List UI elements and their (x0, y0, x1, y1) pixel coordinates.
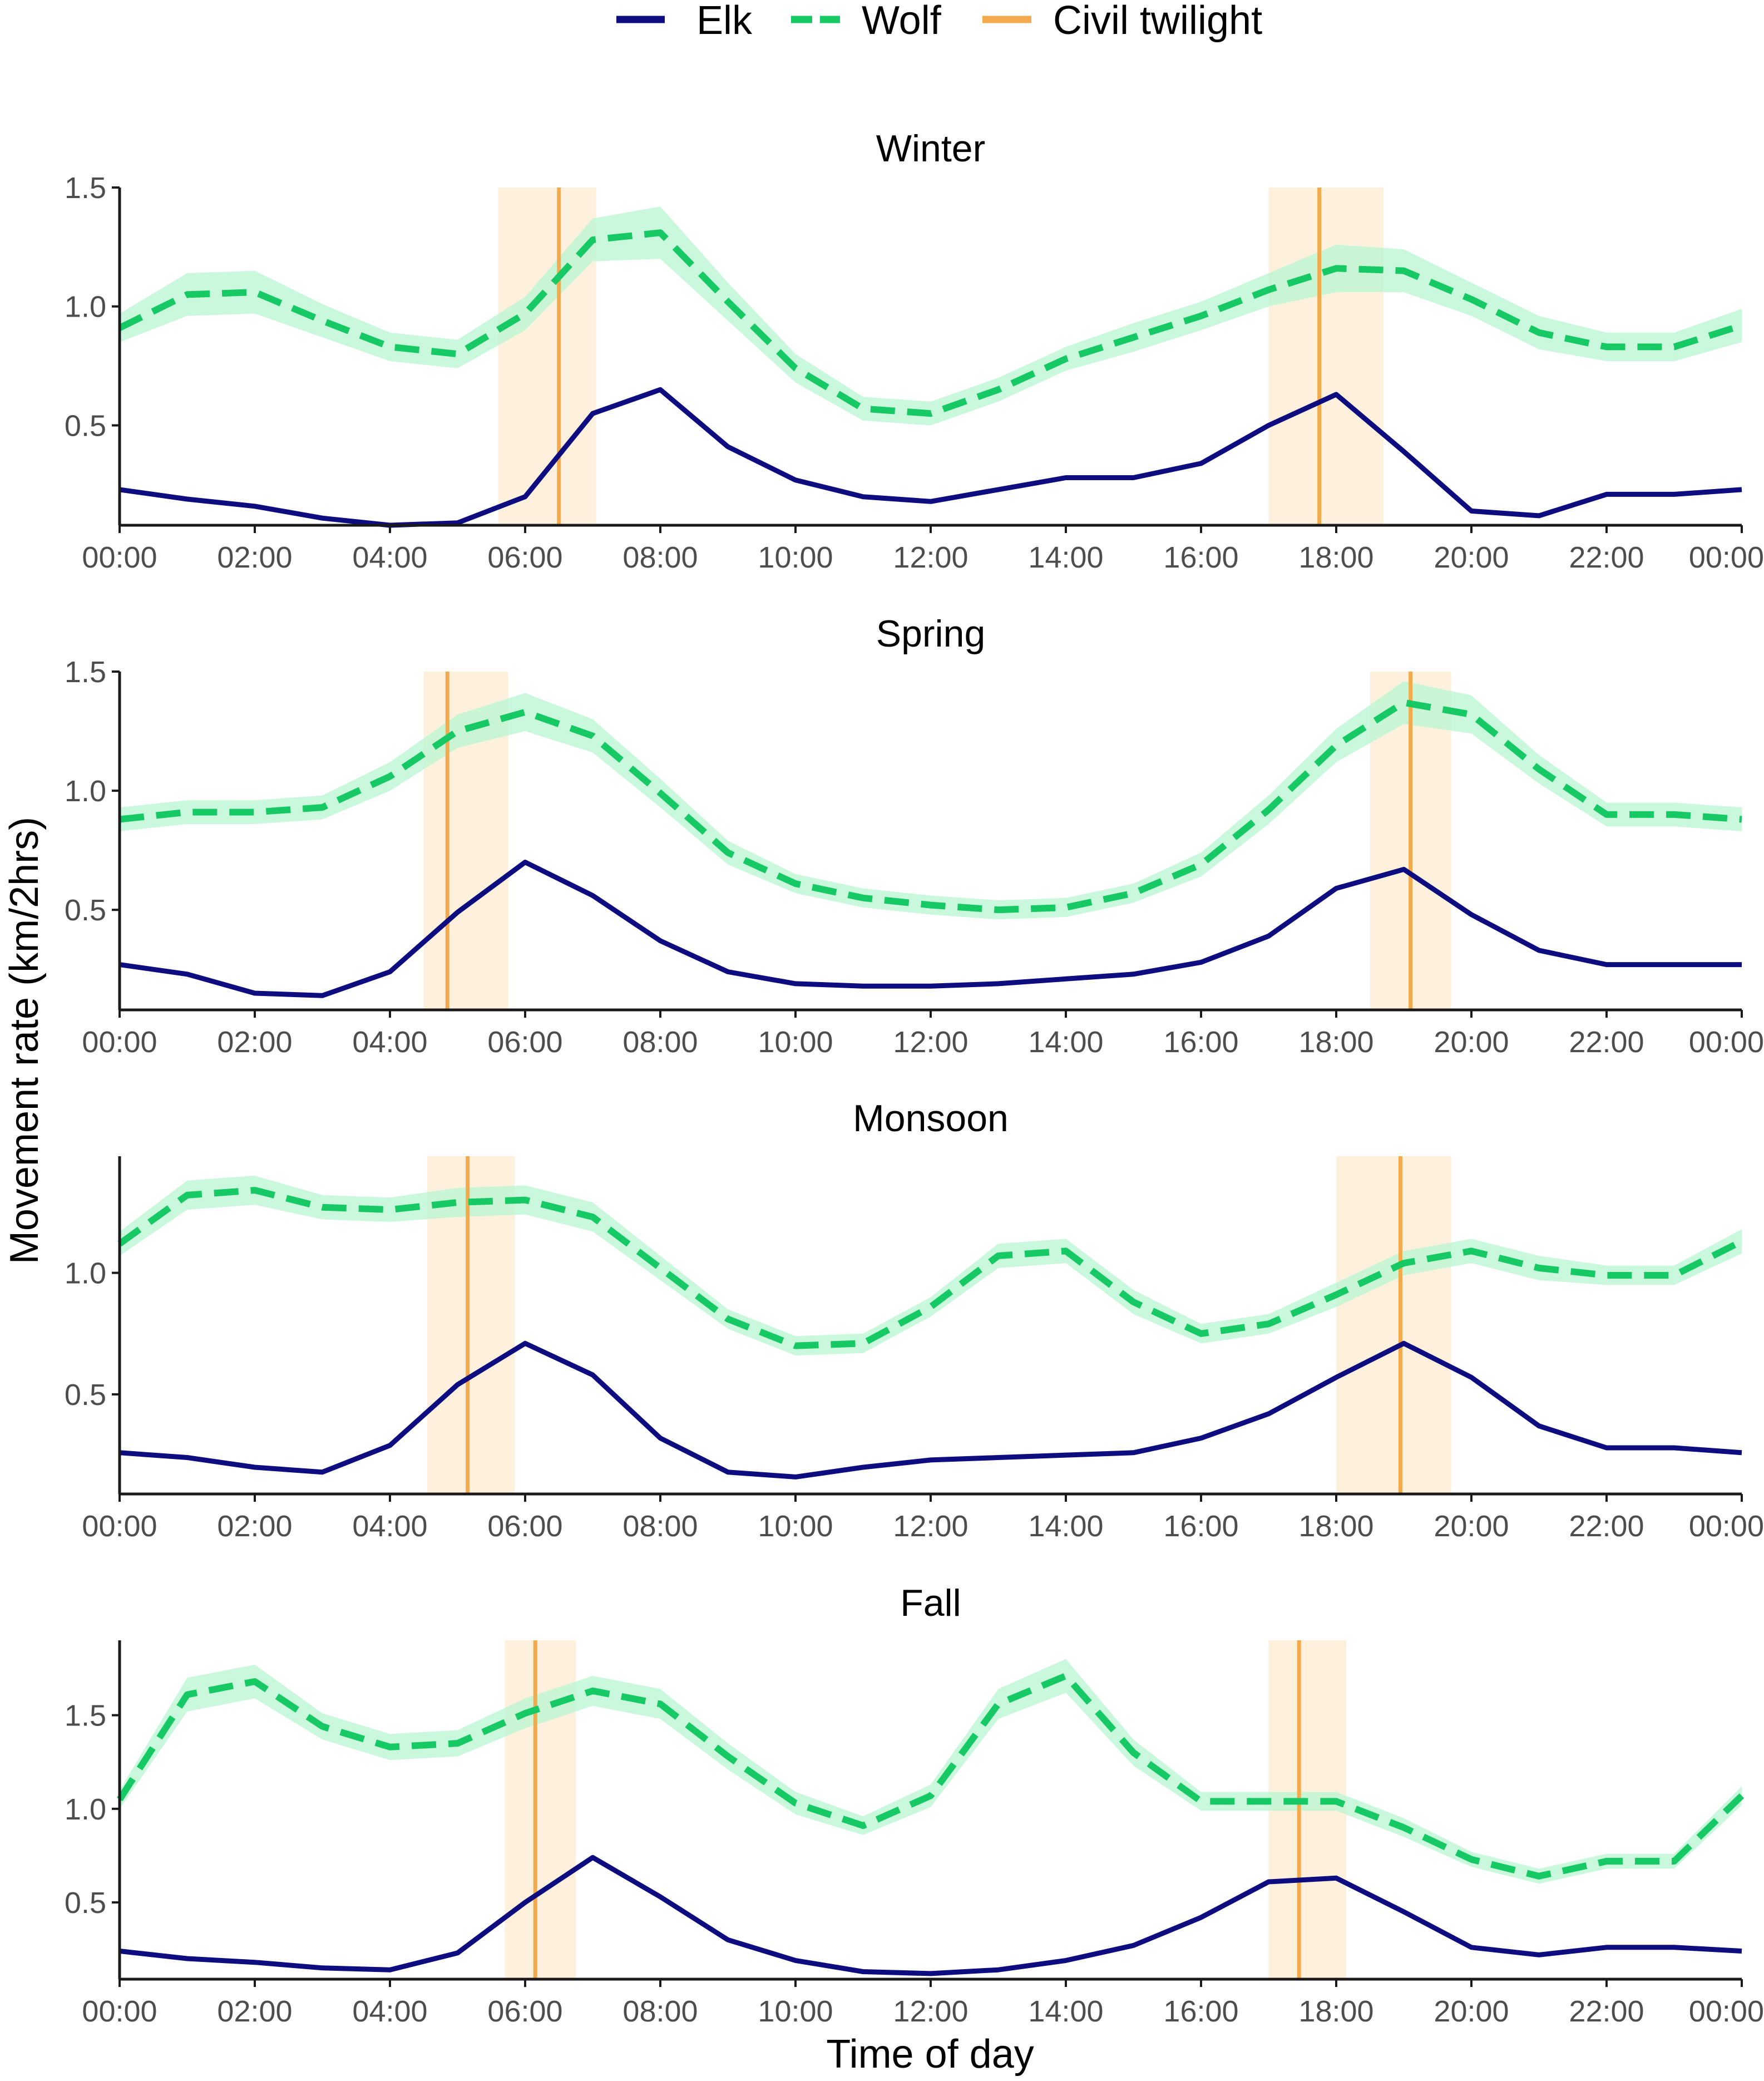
monsoon-wolf-line (117, 1187, 1743, 1349)
monsoon-wolf-ci-band (120, 1175, 1742, 1356)
winter-title: Winter (876, 127, 985, 170)
monsoon-xtick-label-1: 02:00 (217, 1510, 292, 1543)
winter-xtick-label-6: 12:00 (893, 541, 968, 574)
monsoon-ytick-label-1: 1.0 (65, 1257, 106, 1290)
fall-ytick-label-0: 0.5 (65, 1886, 106, 1920)
winter-xtick-label-4: 08:00 (622, 541, 698, 574)
fall-xtick-label-2: 04:00 (352, 1995, 427, 2028)
fall-title: Fall (900, 1582, 961, 1624)
spring-xtick-label-2: 04:00 (352, 1025, 427, 1059)
fall-xtick-label-11: 22:00 (1569, 1995, 1644, 2028)
monsoon-xtick-label-9: 18:00 (1298, 1510, 1373, 1543)
legend: Elk Wolf Civil twilight (616, 0, 1262, 43)
spring-xtick-label-12: 00:00 (1689, 1025, 1764, 1059)
legend-twilight-label: Civil twilight (1053, 0, 1262, 43)
spring-title: Spring (876, 613, 986, 655)
monsoon-ytick-label-0: 0.5 (65, 1378, 106, 1412)
winter-ytick-label-0: 0.5 (65, 409, 106, 442)
monsoon-xtick-label-7: 14:00 (1028, 1510, 1103, 1543)
monsoon-xtick-label-3: 06:00 (487, 1510, 562, 1543)
monsoon-xtick-label-4: 08:00 (622, 1510, 698, 1543)
winter-xtick-label-0: 00:00 (82, 541, 157, 574)
spring-xtick-label-5: 10:00 (758, 1025, 833, 1059)
winter-xtick-label-5: 10:00 (758, 541, 833, 574)
fall-xtick-label-6: 12:00 (893, 1995, 968, 2028)
monsoon-xtick-label-5: 10:00 (758, 1510, 833, 1543)
spring-wolf-ci-band (120, 681, 1742, 920)
fall-xtick-label-7: 14:00 (1028, 1995, 1103, 2028)
monsoon-xtick-label-0: 00:00 (82, 1510, 157, 1543)
fall-ytick-label-2: 1.5 (65, 1699, 106, 1733)
fall-wolf-ci-band (120, 1659, 1742, 1884)
fall-wolf-line (116, 1672, 1745, 1880)
fall-xtick-label-9: 18:00 (1298, 1995, 1373, 2028)
winter-xtick-label-9: 18:00 (1298, 541, 1373, 574)
spring-xtick-label-11: 22:00 (1569, 1025, 1644, 1059)
panel-winter: Winter 0.5 1.0 1.5 00:00 02:00 04:00 06:00 08:00… (65, 127, 1764, 574)
winter-xtick-label-11: 22:00 (1569, 541, 1644, 574)
spring-xtick-label-4: 08:00 (622, 1025, 698, 1059)
fall-xtick-label-8: 16:00 (1163, 1995, 1238, 2028)
monsoon-xtick-label-8: 16:00 (1163, 1510, 1238, 1543)
x-axis-title: Time of day (826, 2032, 1034, 2077)
winter-xtick-label-7: 14:00 (1028, 541, 1103, 574)
monsoon-xtick-label-12: 00:00 (1689, 1510, 1764, 1543)
monsoon-title: Monsoon (853, 1097, 1009, 1140)
winter-wolf-ci-band (120, 206, 1742, 426)
fall-xtick-label-5: 10:00 (758, 1995, 833, 2028)
spring-ytick-label-2: 1.5 (65, 655, 106, 689)
winter-xtick-label-8: 16:00 (1163, 541, 1238, 574)
winter-twilight-band-1 (1268, 188, 1384, 525)
fall-xtick-label-0: 00:00 (82, 1995, 157, 2028)
winter-xtick-label-2: 04:00 (352, 541, 427, 574)
spring-ytick-label-0: 0.5 (65, 894, 106, 927)
fall-xtick-label-10: 20:00 (1434, 1995, 1509, 2028)
winter-wolf-line (118, 229, 1743, 417)
spring-xtick-label-7: 14:00 (1028, 1025, 1103, 1059)
spring-xtick-label-6: 12:00 (893, 1025, 968, 1059)
spring-xtick-label-0: 00:00 (82, 1025, 157, 1059)
panel-monsoon: Monsoon 0.5 1.0 00:00 02:00 04:00 06:00 08:00 10… (65, 1097, 1764, 1543)
fall-xtick-label-1: 02:00 (217, 1995, 292, 2028)
spring-ytick-label-1: 1.0 (65, 775, 106, 808)
winter-xtick-label-1: 02:00 (217, 541, 292, 574)
legend-wolf-label: Wolf (862, 0, 942, 43)
winter-xtick-label-10: 20:00 (1434, 541, 1509, 574)
monsoon-twilight-band-1 (1336, 1156, 1451, 1494)
monsoon-xtick-label-10: 20:00 (1434, 1510, 1509, 1543)
panel-spring: Spring 0.5 1.0 1.5 00:00 02:00 04:00 06:00 08:00… (65, 613, 1764, 1059)
spring-xtick-label-3: 06:00 (487, 1025, 562, 1059)
panel-fall: Fall 0.5 1.0 1.5 00:00 02:00 04:00 06:00 08:00 10… (65, 1582, 1764, 2028)
monsoon-xtick-label-2: 04:00 (352, 1510, 427, 1543)
fall-xtick-label-3: 06:00 (487, 1995, 562, 2028)
spring-xtick-label-10: 20:00 (1434, 1025, 1509, 1059)
spring-xtick-label-9: 18:00 (1298, 1025, 1373, 1059)
monsoon-xtick-label-6: 12:00 (893, 1510, 968, 1543)
spring-xtick-label-1: 02:00 (217, 1025, 292, 1059)
monsoon-elk-line (119, 1340, 1742, 1480)
spring-elk-line (119, 860, 1742, 998)
winter-xtick-label-3: 06:00 (487, 541, 562, 574)
fall-ytick-label-1: 1.0 (65, 1793, 106, 1826)
monsoon-xtick-label-11: 22:00 (1569, 1510, 1644, 1543)
y-axis-title: Movement rate (km/2hrs) (2, 817, 47, 1264)
winter-ytick-label-2: 1.5 (65, 171, 106, 205)
spring-xtick-label-8: 16:00 (1163, 1025, 1238, 1059)
fall-xtick-label-12: 00:00 (1689, 1995, 1764, 2028)
fall-elk-line (119, 1855, 1742, 1976)
legend-elk-label: Elk (696, 0, 753, 43)
winter-ytick-label-1: 1.0 (65, 290, 106, 324)
winter-xtick-label-12: 00:00 (1689, 541, 1764, 574)
spring-wolf-line (119, 699, 1742, 914)
fall-xtick-label-4: 08:00 (622, 1995, 698, 2028)
